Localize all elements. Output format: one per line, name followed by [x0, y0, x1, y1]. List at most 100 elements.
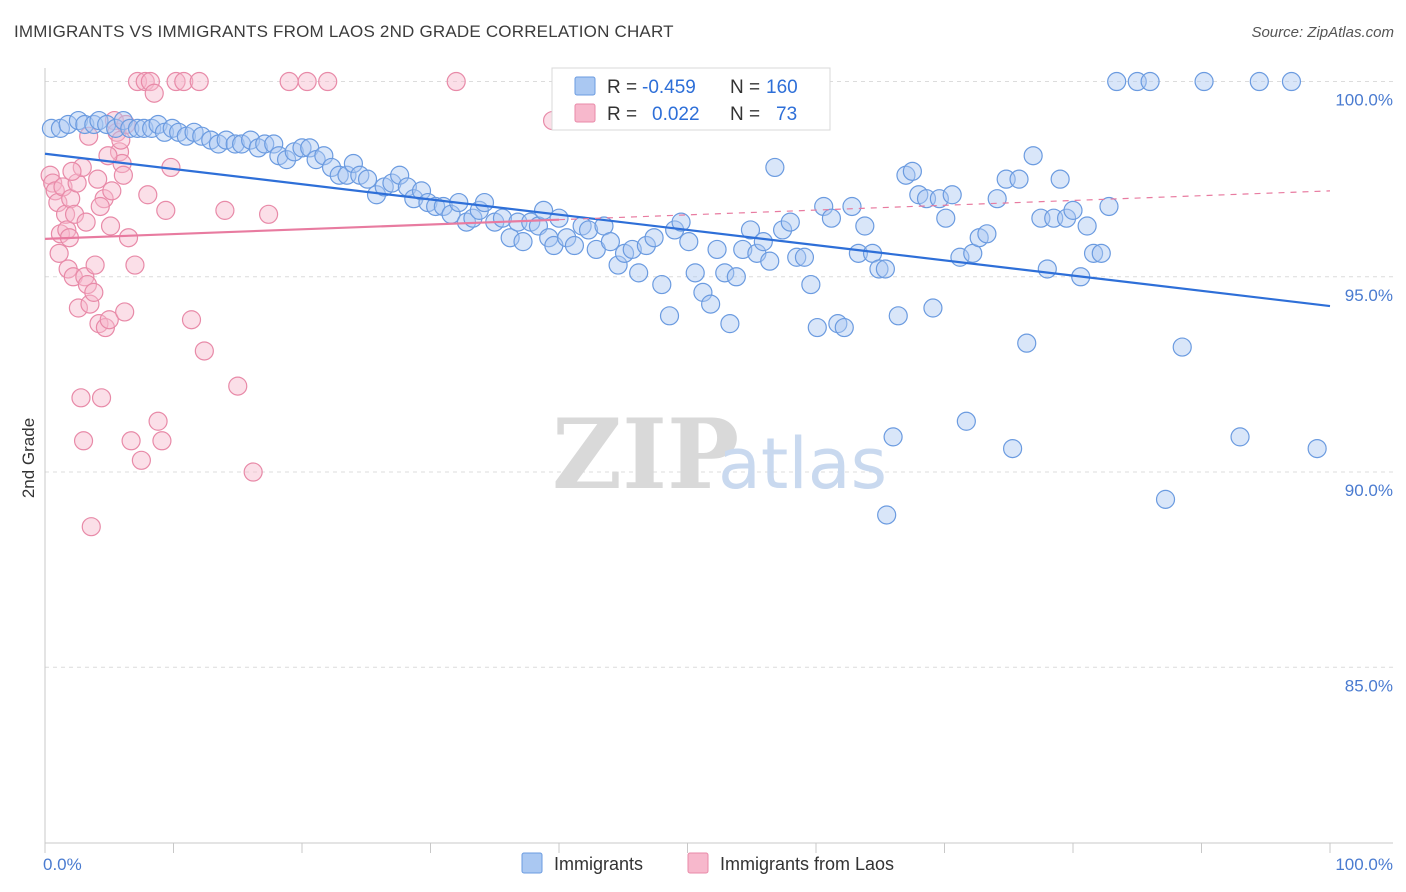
- laos-point: [148, 411, 168, 431]
- immigrants-point: [855, 216, 875, 236]
- immigrants-point: [772, 220, 793, 240]
- bottom-legend-label: Immigrants: [554, 854, 643, 874]
- immigrants-point: [875, 259, 895, 279]
- source-label: Source: ZipAtlas.com: [1251, 24, 1394, 41]
- immigrants-point: [1155, 489, 1176, 509]
- immigrants-point: [720, 314, 740, 334]
- grid-lines: [45, 81, 1393, 668]
- immigrants-point: [549, 208, 569, 228]
- laos-point: [71, 388, 91, 408]
- laos-point: [166, 71, 186, 92]
- immigrants-point: [127, 118, 148, 138]
- immigrants-point: [1083, 243, 1104, 263]
- series-immigrants: [41, 71, 1327, 525]
- x-tick-label: 0.0%: [43, 855, 82, 874]
- series-immigrants-from-laos: [40, 71, 563, 537]
- immigrants-point: [1050, 169, 1070, 189]
- laos-point: [81, 517, 101, 537]
- immigrants-point: [1063, 200, 1083, 220]
- laos-point: [90, 196, 110, 217]
- immigrants-point: [1107, 71, 1127, 92]
- legend-swatch-laos: [574, 103, 596, 123]
- immigrants-point: [292, 138, 312, 158]
- legend-r-label: R =: [607, 104, 637, 125]
- laos-point: [43, 173, 63, 193]
- laos-point: [297, 71, 317, 92]
- laos-point: [113, 165, 133, 185]
- laos-point: [115, 302, 135, 322]
- laos-point: [131, 450, 151, 470]
- laos-point: [85, 255, 105, 275]
- immigrants-point: [1307, 438, 1327, 459]
- immigrants-point: [707, 239, 727, 260]
- laos-point: [100, 216, 121, 236]
- immigrants-point: [760, 251, 780, 271]
- laos-point: [40, 165, 60, 185]
- immigrants-point: [883, 427, 903, 447]
- watermark-atlas: atlas: [718, 423, 887, 505]
- immigrants-point: [923, 298, 943, 318]
- legend-box: [551, 67, 831, 131]
- immigrants-point: [671, 212, 691, 232]
- immigrants-point: [1140, 71, 1160, 92]
- immigrants-point: [794, 247, 815, 267]
- bottom-legend-swatch-laos: [687, 852, 709, 874]
- immigrants-point: [902, 161, 922, 181]
- immigrants-point: [659, 306, 680, 326]
- legend-n-value: 160: [766, 77, 798, 98]
- immigrants-point: [1281, 71, 1302, 92]
- laos-point: [48, 192, 68, 213]
- laos-point: [68, 298, 89, 318]
- immigrants-point: [513, 232, 533, 252]
- immigrants-point: [807, 317, 827, 338]
- immigrants-point: [929, 189, 949, 209]
- immigrants-point: [241, 130, 261, 150]
- immigrants-point: [622, 239, 642, 260]
- immigrants-point: [679, 232, 699, 252]
- legend: R = -0.459 N = 160 R = 0.022 N = 73: [551, 67, 831, 131]
- immigrants-point: [693, 282, 713, 302]
- immigrants-point: [977, 224, 997, 244]
- immigrants-point: [1091, 243, 1111, 263]
- immigrants-point: [652, 274, 672, 295]
- immigrants-point: [821, 208, 842, 228]
- laos-point: [102, 181, 122, 201]
- bottom-legend-swatch-immigrants: [521, 852, 543, 874]
- laos-point: [88, 169, 108, 189]
- chart-title: IMMIGRANTS VS IMMIGRANTS FROM LAOS 2ND G…: [14, 22, 674, 41]
- immigrants-point: [801, 274, 821, 295]
- immigrants-point: [726, 267, 746, 287]
- immigrants-point: [685, 263, 705, 283]
- immigrants-point: [564, 235, 585, 256]
- immigrants-point: [225, 134, 245, 154]
- laos-point: [140, 71, 160, 92]
- laos-point: [77, 274, 98, 295]
- immigrants-point: [608, 255, 628, 275]
- immigrants-point: [411, 181, 432, 201]
- immigrants-trend-line: [44, 152, 1331, 308]
- laos-point: [79, 126, 99, 146]
- laos-point: [189, 71, 209, 92]
- laos-point: [279, 71, 299, 92]
- immigrants-point: [500, 228, 520, 248]
- immigrants-point: [636, 235, 656, 256]
- laos-point: [318, 71, 338, 92]
- laos-point: [138, 185, 158, 205]
- immigrants-point: [765, 157, 785, 178]
- immigrants-point: [1099, 196, 1119, 217]
- immigrants-point: [106, 118, 126, 138]
- immigrants-point: [264, 134, 284, 154]
- immigrants-point: [321, 157, 342, 178]
- immigrants-point: [1056, 208, 1077, 228]
- immigrants-point: [1009, 169, 1029, 189]
- laos-point: [67, 173, 87, 193]
- immigrants-point: [1172, 337, 1192, 357]
- immigrants-point: [733, 239, 753, 260]
- laos-point: [121, 431, 141, 451]
- legend-r-value: 0.022: [652, 104, 700, 125]
- immigrants-point: [814, 196, 834, 217]
- legend-n-label: N =: [730, 77, 760, 98]
- immigrants-point: [557, 228, 577, 248]
- y-tick-label: 100.0%: [1335, 91, 1393, 110]
